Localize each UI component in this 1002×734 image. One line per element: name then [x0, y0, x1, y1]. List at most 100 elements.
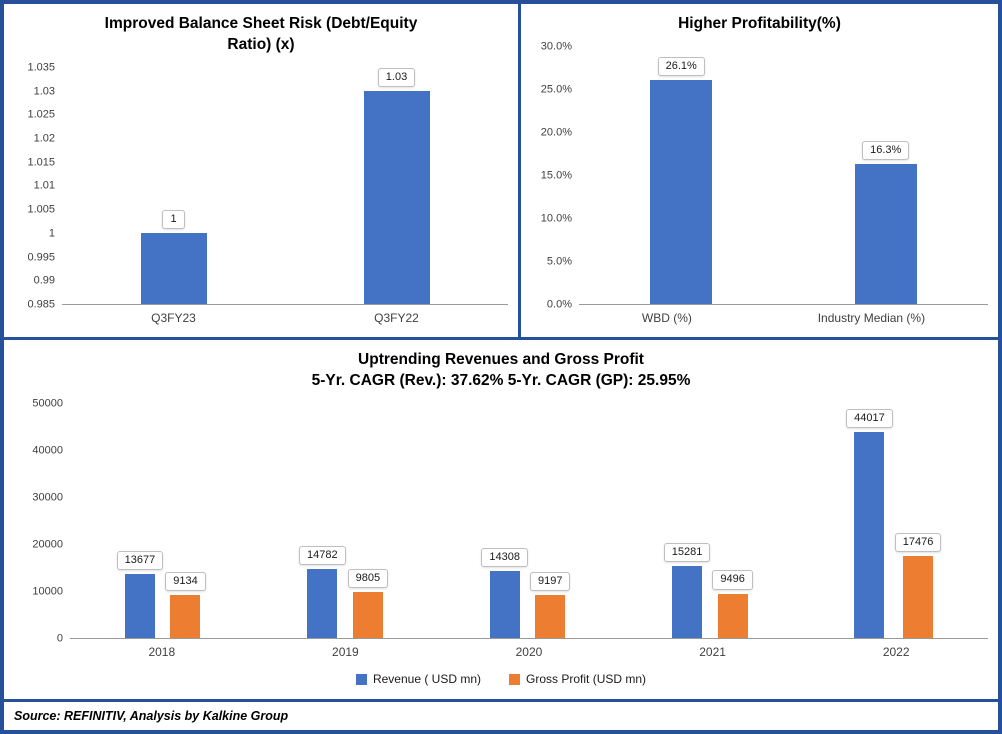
bar-group: 26.1% — [650, 47, 713, 304]
panel-profitability: Higher Profitability(%) 30.0% 25.0% 20.0% 1… — [521, 4, 998, 337]
y-axis-tick: 1.015 — [27, 156, 55, 169]
y-axis-tick: 0.995 — [27, 251, 55, 264]
debt-equity-chart: Improved Balance Sheet Risk (Debt/Equity… — [4, 4, 518, 337]
bar-value-label: 9134 — [165, 572, 206, 592]
chart-title: Improved Balance Sheet Risk (Debt/Equity… — [14, 14, 508, 56]
x-axis: Q3FY23 Q3FY22 — [62, 305, 508, 331]
y-axis: 50000 40000 30000 20000 10000 0 — [14, 398, 70, 644]
bar-with-label: 9805 — [347, 404, 389, 638]
plot-col: 13677 9134 14782 9805 14308 9197 15281 9496 4401… — [70, 404, 988, 665]
bar-group: 44017 17476 — [846, 404, 942, 638]
bar-group: 1.03 — [363, 68, 430, 304]
bar-with-label: 9134 — [165, 404, 206, 638]
bar — [717, 593, 748, 638]
y-axis-tick: 30.0% — [540, 40, 572, 53]
bar-with-label: 9197 — [529, 404, 571, 638]
bar-value-label: 1.03 — [377, 68, 416, 88]
y-axis-tick: 50000 — [32, 397, 63, 410]
y-axis-tick: 1.02 — [33, 132, 55, 145]
x-axis-label: 2020 — [515, 645, 543, 659]
bar-with-label: 14782 — [299, 404, 346, 638]
bar — [140, 233, 207, 304]
y-axis-tick: 20000 — [32, 538, 63, 551]
chart-body: 50000 40000 30000 20000 10000 0 13677 9134 1478… — [14, 398, 988, 665]
y-axis-tick: 1 — [48, 227, 55, 240]
profitability-chart: Higher Profitability(%) 30.0% 25.0% 20.0% 1… — [521, 4, 998, 337]
bar-group: 13677 9134 — [116, 404, 206, 638]
bar-value-label: 9496 — [712, 570, 753, 590]
bar-with-label: 14308 — [481, 404, 528, 638]
chart-title-line: Uptrending Revenues and Gross Profit — [358, 351, 644, 368]
y-axis-tick: 20.0% — [540, 126, 572, 139]
panel-revenue-gross-profit: Uptrending Revenues and Gross Profit 5-Yr… — [4, 340, 998, 702]
bar-group: 14782 9805 — [299, 404, 389, 638]
y-axis-tick: 1.01 — [33, 179, 55, 192]
bar-group: 16.3% — [854, 47, 917, 304]
y-axis-tick: 5.0% — [546, 255, 572, 268]
bar-value-label: 17476 — [894, 532, 942, 553]
chart-title: Higher Profitability(%) — [531, 14, 988, 35]
bar — [363, 91, 430, 304]
bar — [903, 556, 934, 638]
panel-debt-equity: Improved Balance Sheet Risk (Debt/Equity… — [4, 4, 521, 337]
y-axis-tick: 30000 — [32, 491, 63, 504]
bar-value-label: 16.3% — [862, 141, 910, 161]
y-axis-tick: 1.005 — [27, 203, 55, 216]
footer: Source: REFINITIV, Analysis by Kalkine G… — [4, 702, 998, 730]
legend-swatch — [509, 673, 521, 685]
plot-col: 26.1% 16.3% WBD (%) Industry Median (%) — [579, 47, 988, 331]
bar — [672, 566, 703, 638]
y-axis-tick: 0.0% — [546, 298, 572, 311]
legend-label: Gross Profit (USD mn) — [526, 672, 647, 686]
bar-group: 14308 9197 — [481, 404, 571, 638]
y-axis-tick: 1.035 — [27, 61, 55, 74]
y-axis-tick: 0.985 — [27, 298, 55, 311]
y-axis-tick: 10000 — [32, 585, 63, 598]
plot-area: 13677 9134 14782 9805 14308 9197 15281 9496 4401… — [70, 404, 988, 639]
chart-body: 1.035 1.03 1.025 1.02 1.015 1.01 1.005 1 0.995 0.… — [14, 62, 508, 331]
chart-title: Uptrending Revenues and Gross Profit 5-Yr… — [14, 350, 988, 392]
plot-col: 1 1.03 Q3FY23 Q3FY22 — [62, 68, 508, 331]
bar-with-label: 26.1% — [650, 47, 713, 304]
bar — [854, 164, 917, 304]
bar-value-label: 26.1% — [657, 57, 705, 77]
chart-body: 30.0% 25.0% 20.0% 15.0% 10.0% 5.0% 0.0% 26.1% 1… — [531, 41, 988, 331]
x-axis: WBD (%) Industry Median (%) — [579, 305, 988, 331]
bar-value-label: 1 — [162, 209, 185, 230]
bar-value-label: 14308 — [481, 547, 528, 567]
bar-with-label: 9496 — [712, 404, 753, 638]
legend-swatch — [355, 673, 367, 685]
y-axis-tick: 15.0% — [540, 169, 572, 182]
bar — [170, 595, 201, 638]
x-axis-label: Q3FY22 — [374, 311, 419, 325]
bar-with-label: 16.3% — [854, 47, 917, 304]
revenue-gross-profit-chart: Uptrending Revenues and Gross Profit 5-Yr… — [4, 340, 998, 699]
bar-with-label: 17476 — [894, 404, 942, 638]
bar-with-label: 13677 — [116, 404, 164, 638]
bar-value-label: 13677 — [116, 550, 164, 570]
x-axis-label: 2018 — [148, 645, 176, 659]
x-axis-label: Industry Median (%) — [817, 311, 926, 325]
y-axis: 30.0% 25.0% 20.0% 15.0% 10.0% 5.0% 0.0% — [531, 41, 579, 310]
bar-value-label: 9805 — [347, 568, 389, 589]
x-axis-label: 2022 — [882, 645, 910, 659]
top-row: Improved Balance Sheet Risk (Debt/Equity… — [4, 4, 998, 340]
y-axis-tick: 1.03 — [33, 85, 55, 98]
bar-group: 15281 9496 — [663, 404, 753, 638]
x-axis-label: 2021 — [699, 645, 726, 659]
bar — [124, 573, 155, 638]
legend-label: Revenue ( USD mn) — [372, 672, 482, 686]
bar — [535, 594, 566, 638]
y-axis-tick: 0.99 — [33, 274, 55, 287]
y-axis-tick: 40000 — [32, 444, 63, 457]
y-axis-tick: 0 — [56, 632, 63, 645]
legend-item: Revenue ( USD mn) — [355, 672, 482, 686]
bar-value-label: 15281 — [663, 543, 711, 563]
y-axis-tick: 1.025 — [27, 108, 55, 121]
bar-value-label: 14782 — [299, 545, 346, 565]
y-axis-tick: 25.0% — [540, 83, 572, 96]
bar — [854, 431, 885, 638]
chart-title-line: Ratio) (x) — [227, 35, 295, 53]
bar — [489, 571, 520, 638]
